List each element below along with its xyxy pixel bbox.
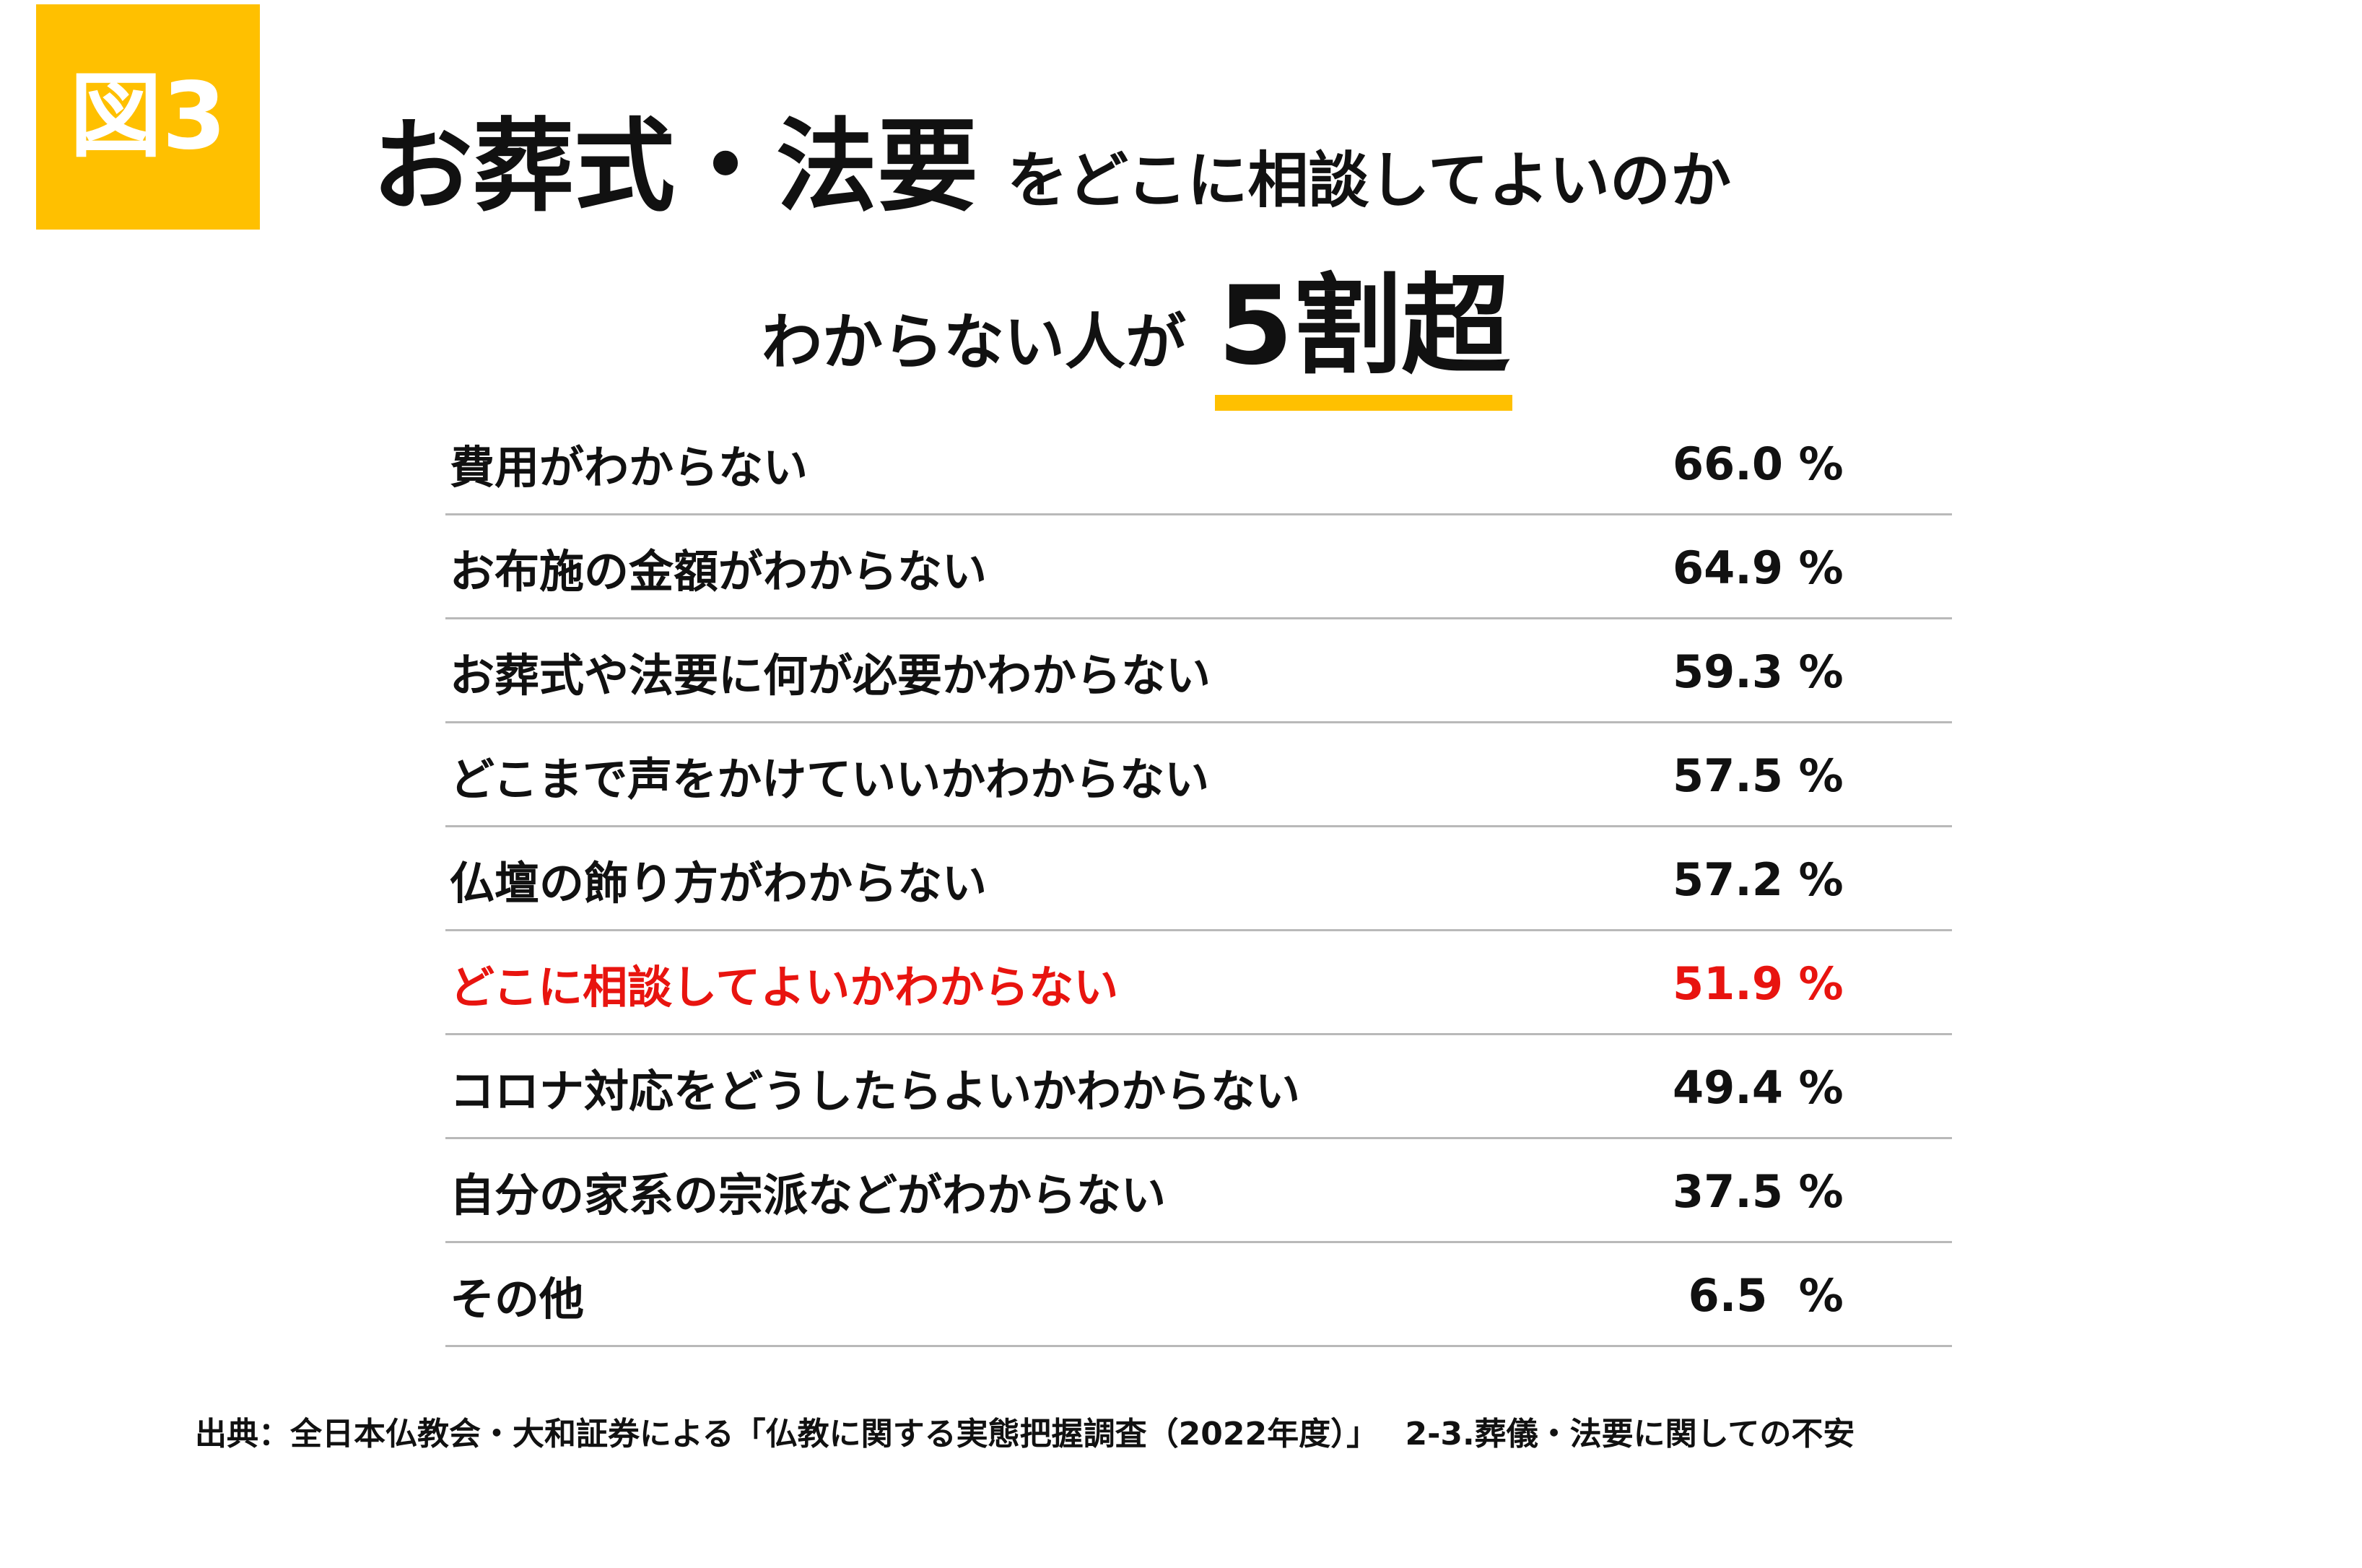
headline-line-2: わからない人が 5割超 <box>762 238 1513 411</box>
table-row: コロナ対応をどうしたらよいかわからない 49.4 % <box>445 1035 1952 1139</box>
table-row: 仏壇の飾り方がわからない 57.2 % <box>445 827 1952 931</box>
row-value: 64.9 % <box>1673 541 1844 594</box>
row-value: 59.3 % <box>1673 645 1844 698</box>
row-label: お葬式や法要に何が必要かわからない <box>450 649 1211 702</box>
table-row: 費用がわからない 66.0 % <box>445 411 1952 515</box>
row-label: お布施の金額がわからない <box>450 545 988 598</box>
row-value: 66.0 % <box>1673 437 1844 490</box>
row-label: その他 <box>450 1273 585 1325</box>
row-label: コロナ対応をどうしたらよいかわからない <box>450 1065 1301 1118</box>
row-label: 自分の家系の宗派などがわからない <box>450 1169 1167 1221</box>
row-label: どこまで声をかけていいかわからない <box>450 753 1210 806</box>
row-value: 6.5 % <box>1673 1268 1844 1322</box>
table-row: お葬式や法要に何が必要かわからない 59.3 % <box>445 619 1952 723</box>
table-row: どこまで声をかけていいかわからない 57.5 % <box>445 723 1952 827</box>
headline-sub: をどこに相談してよいのか <box>1007 145 1731 216</box>
headline-highlight: 5割超 <box>1215 238 1513 411</box>
row-label: 費用がわからない <box>450 441 809 494</box>
row-label: どこに相談してよいかわからない <box>450 961 1119 1014</box>
figure-badge: 図3 <box>36 4 260 230</box>
table-row: その他 6.5 % <box>445 1243 1952 1347</box>
headline-sub-2: わからない人が <box>762 307 1187 378</box>
row-value: 57.2 % <box>1673 853 1844 906</box>
row-value: 37.5 % <box>1673 1164 1844 1218</box>
survey-table: 費用がわからない 66.0 % お布施の金額がわからない 64.9 % お葬式や法要に何… <box>445 411 1952 1347</box>
figure-badge-label: 図3 <box>69 63 227 170</box>
table-row: 自分の家系の宗派などがわからない 37.5 % <box>445 1139 1952 1243</box>
row-value: 57.5 % <box>1673 749 1844 802</box>
source-citation: 出典：全日本仏教会・大和証券による「仏教に関する実態把握調査（2022年度）」 … <box>195 1416 1855 1452</box>
headline-line-1: お葬式・法要 をどこに相談してよいのか <box>372 85 1731 226</box>
table-row: お布施の金額がわからない 64.9 % <box>445 515 1952 619</box>
row-value: 51.9 % <box>1673 957 1844 1010</box>
headline-main: お葬式・法要 <box>372 108 979 226</box>
row-value: 49.4 % <box>1673 1060 1844 1114</box>
row-label: 仏壇の飾り方がわからない <box>450 857 988 910</box>
table-row: どこに相談してよいかわからない 51.9 % <box>445 931 1952 1035</box>
